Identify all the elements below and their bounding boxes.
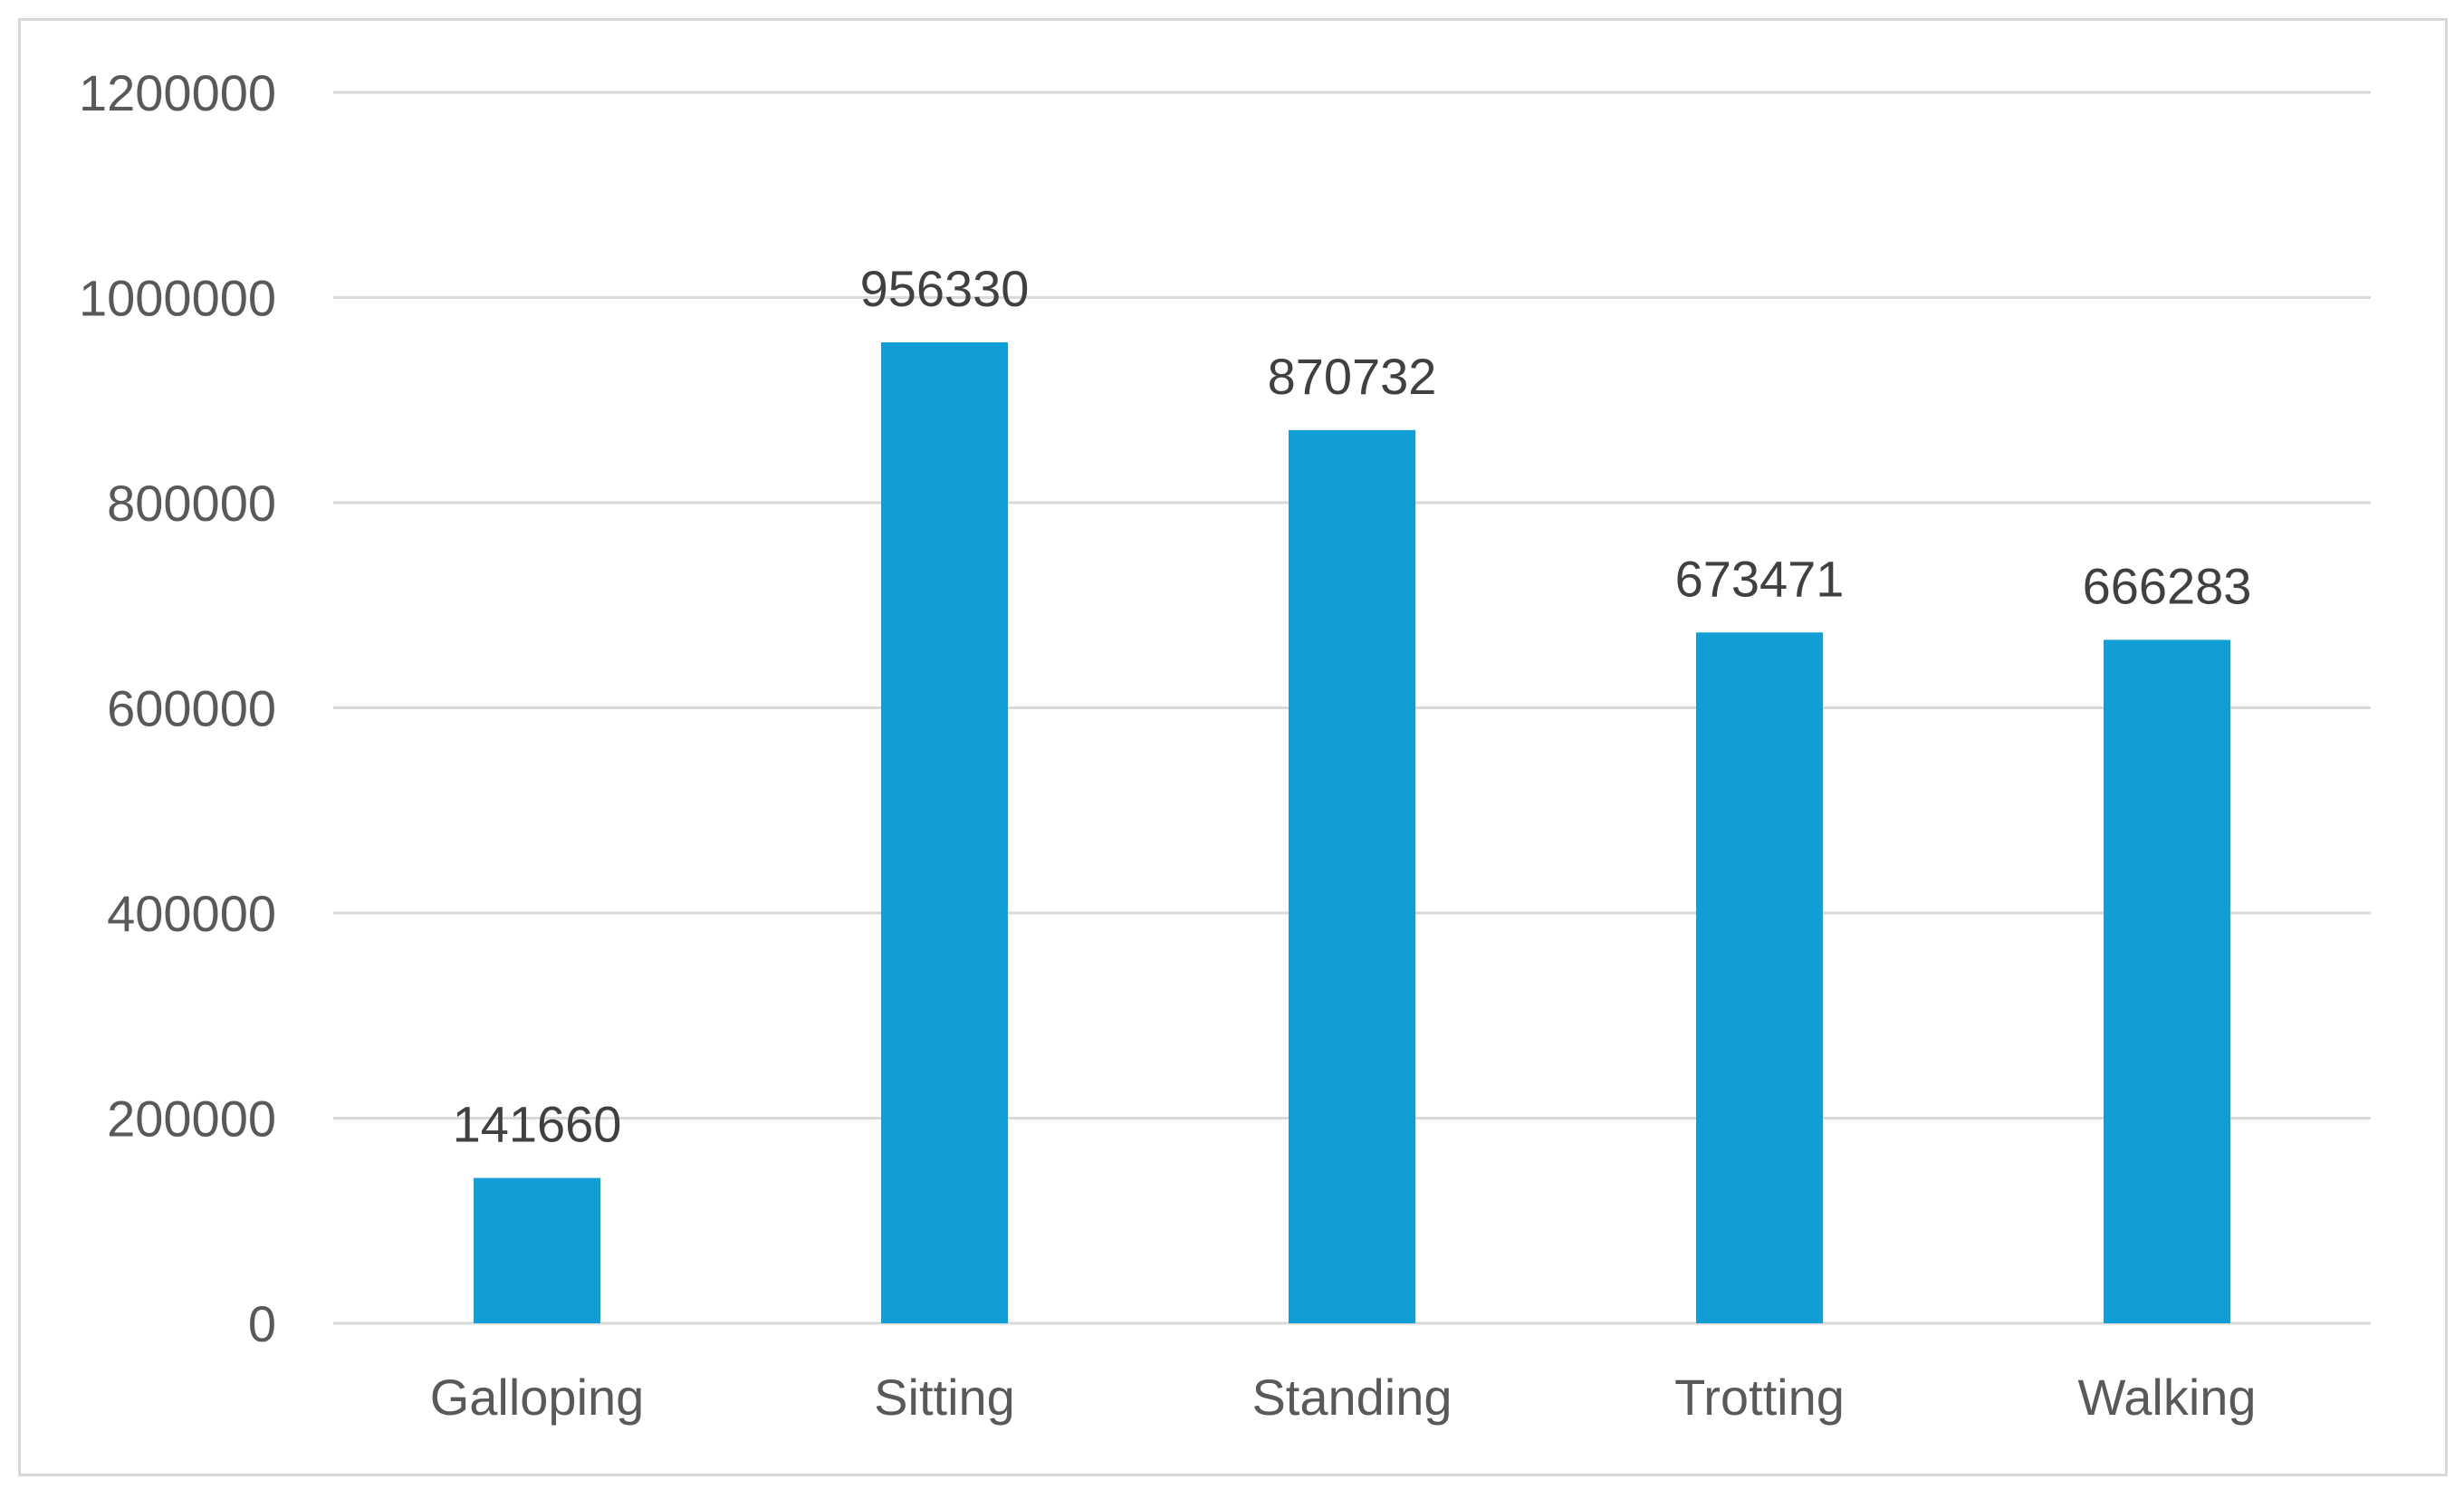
data-label: 673471: [1675, 550, 1845, 607]
chart-frame: [18, 18, 2448, 1476]
x-category-label: Galloping: [430, 1369, 645, 1426]
y-tick-label: 1200000: [79, 64, 276, 121]
y-tick-label: 400000: [107, 885, 276, 942]
data-label: 870732: [1268, 348, 1437, 405]
bar-sitting: [881, 341, 1008, 1323]
bars: [474, 341, 2230, 1323]
bar-galloping: [474, 1177, 600, 1323]
x-category-label: Trotting: [1674, 1369, 1845, 1426]
x-axis-category-labels: Galloping Sitting Standing Trotting Walking: [430, 1369, 2257, 1426]
data-labels: 141660 956330 870732 673471 666283: [453, 260, 2252, 1153]
x-category-label: Walking: [2077, 1369, 2256, 1426]
bar-trotting: [1696, 632, 1823, 1323]
data-label: 956330: [860, 260, 1030, 317]
y-tick-label: 600000: [107, 680, 276, 737]
y-tick-label: 200000: [107, 1091, 276, 1148]
data-label: 141660: [453, 1096, 622, 1153]
x-category-label: Standing: [1251, 1369, 1452, 1426]
bar-standing: [1289, 429, 1415, 1323]
y-tick-label: 800000: [107, 475, 276, 532]
y-tick-label: 0: [248, 1295, 276, 1352]
x-category-label: Sitting: [874, 1369, 1015, 1426]
data-label: 666283: [2083, 557, 2252, 614]
bar-walking: [2104, 639, 2230, 1323]
y-axis-tick-labels: 0 200000 400000 600000 800000 1000000 1200000: [79, 64, 276, 1352]
y-tick-label: 1000000: [79, 270, 276, 327]
